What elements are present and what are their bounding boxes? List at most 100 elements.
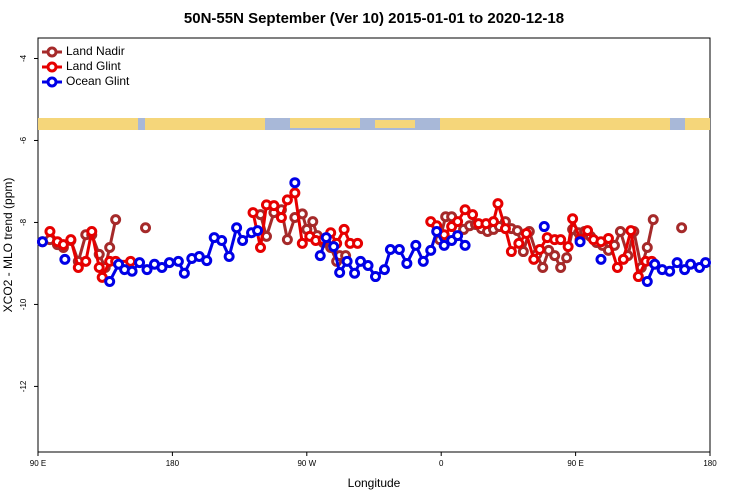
point	[384, 244, 396, 256]
point	[134, 257, 146, 269]
point	[378, 264, 390, 276]
x-tick-label: 180	[166, 459, 180, 468]
legend-marker	[46, 76, 58, 88]
point	[562, 241, 574, 253]
point	[664, 265, 676, 277]
point	[352, 237, 364, 249]
point	[567, 213, 579, 225]
point	[172, 255, 184, 267]
x-tick-label: 90 E	[30, 459, 46, 468]
point	[255, 241, 267, 253]
point	[410, 239, 422, 251]
point	[281, 194, 293, 206]
point	[59, 253, 71, 265]
point	[595, 253, 607, 265]
point	[237, 234, 249, 246]
point	[649, 258, 661, 270]
legend-label: Ocean Glint	[66, 74, 130, 88]
point	[314, 250, 326, 262]
point	[362, 259, 374, 271]
point	[104, 275, 116, 287]
point	[452, 230, 464, 242]
point	[110, 214, 122, 226]
point	[104, 241, 116, 253]
point	[561, 252, 573, 264]
y-axis-label: XCO2 - MLO trend (ppm)	[1, 178, 15, 313]
point	[537, 262, 549, 274]
point	[341, 255, 353, 267]
x-tick-label: 0	[439, 459, 444, 468]
point	[538, 221, 550, 233]
point	[141, 264, 153, 276]
point	[641, 241, 653, 253]
point	[93, 262, 105, 274]
point	[582, 225, 594, 237]
point	[647, 214, 659, 226]
point	[602, 232, 614, 244]
point	[617, 253, 629, 265]
point	[307, 216, 319, 228]
point	[555, 262, 567, 274]
point	[520, 228, 532, 240]
point	[275, 212, 287, 224]
point	[36, 236, 48, 248]
point	[641, 275, 653, 287]
point	[528, 253, 540, 265]
point	[80, 255, 92, 267]
point	[231, 222, 243, 234]
point	[156, 262, 168, 274]
point	[499, 223, 511, 235]
point	[632, 271, 644, 283]
point	[126, 265, 138, 277]
point	[125, 255, 137, 267]
point	[614, 225, 626, 237]
point	[334, 266, 346, 278]
chart-title: 50N-55N September (Ver 10) 2015-01-01 to…	[184, 10, 564, 27]
point	[452, 216, 464, 228]
x-tick-label: 90 E	[567, 459, 583, 468]
point	[549, 250, 561, 262]
point	[393, 244, 405, 256]
point	[44, 225, 56, 237]
point	[349, 267, 361, 279]
point	[425, 244, 437, 256]
point	[268, 200, 280, 212]
point	[65, 234, 77, 246]
point	[611, 262, 623, 274]
point	[201, 255, 213, 267]
point	[216, 234, 228, 246]
legend-label: Land Nadir	[66, 44, 125, 58]
point	[140, 222, 152, 234]
point	[328, 241, 340, 253]
x-tick-label: 180	[703, 459, 717, 468]
legend-marker	[46, 61, 58, 73]
point	[700, 257, 712, 269]
y-tick-label: -4	[19, 54, 28, 62]
y-tick-label: -8	[19, 218, 28, 226]
point	[459, 204, 471, 216]
point	[247, 207, 259, 219]
point	[369, 271, 381, 283]
point	[431, 225, 443, 237]
point	[223, 250, 235, 262]
x-tick-label: 90 W	[297, 459, 316, 468]
point	[57, 239, 69, 251]
point	[401, 257, 413, 269]
point	[178, 267, 190, 279]
point	[625, 225, 637, 237]
point	[534, 244, 546, 256]
point	[574, 236, 586, 248]
map-strip	[38, 118, 710, 130]
point	[517, 246, 529, 258]
point	[671, 257, 683, 269]
point	[438, 239, 450, 251]
point	[72, 262, 84, 274]
y-tick-label: -12	[19, 380, 28, 392]
y-tick-label: -10	[19, 298, 28, 310]
point	[289, 187, 301, 199]
point	[685, 258, 697, 270]
point	[511, 225, 523, 237]
point	[555, 234, 567, 246]
point	[338, 223, 350, 235]
